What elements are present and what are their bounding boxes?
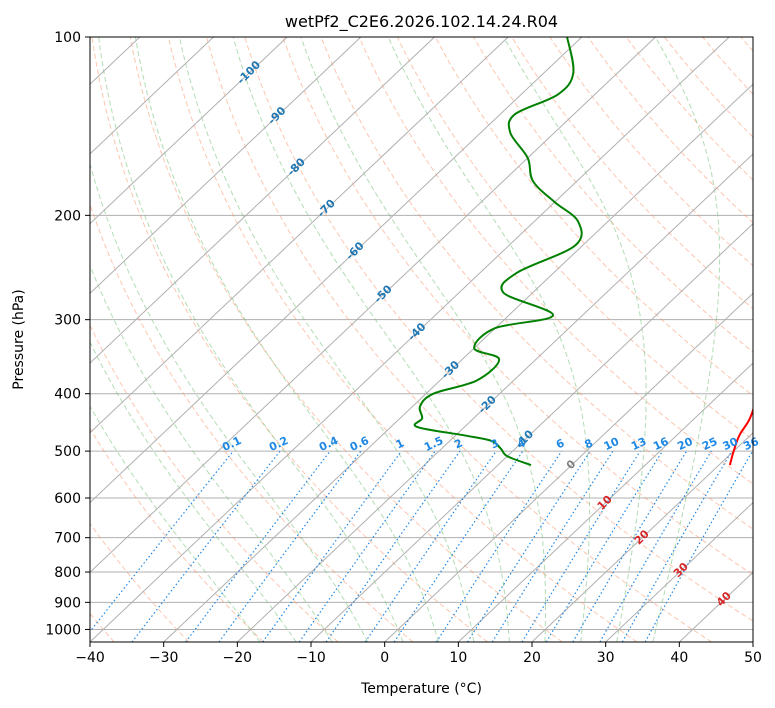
- x-tick-label: 10: [449, 650, 467, 666]
- mixing-ratio-lines: [90, 450, 753, 642]
- mixing-ratio-line-16: [545, 450, 663, 642]
- x-tick-label: −30: [149, 650, 179, 666]
- y-tick-label: 400: [54, 387, 81, 403]
- mixing-ratio-line-0.1: [90, 450, 234, 633]
- dry-adiabat-80: [358, 37, 753, 485]
- moist-adiabat-20: [300, 37, 546, 642]
- y-tick-label: 100: [54, 30, 81, 46]
- isotherm--80: [90, 37, 435, 364]
- x-tick-label: −40: [75, 650, 105, 666]
- dewpoint-profile-line: [413, 37, 583, 467]
- dry-adiabat-20: [129, 37, 563, 642]
- isotherm--20: [236, 153, 753, 642]
- x-tick-label: 20: [523, 650, 541, 666]
- y-tick-label: 900: [54, 595, 81, 611]
- dry-adiabat-120: [511, 37, 753, 310]
- mixing-ratio-line-4: [393, 450, 524, 642]
- isotherm--10: [310, 222, 753, 642]
- dry-adiabat-0: [90, 202, 414, 642]
- y-tick-label: 600: [54, 491, 81, 507]
- mixing-ratio-line-0.6: [218, 450, 362, 642]
- plot-frame: [89, 36, 754, 643]
- moist-adiabat-15: [232, 37, 510, 642]
- y-axis-label: Pressure (hPa): [11, 289, 27, 389]
- dry-adiabat-30: [167, 37, 638, 642]
- isotherm--90: [90, 37, 362, 295]
- moist-adiabat--5: [90, 162, 369, 642]
- isotherm-0: [384, 292, 753, 642]
- mixing-ratio-line-6: [435, 450, 563, 642]
- moist-adiabat--20: [90, 405, 261, 642]
- mixing-ratio-label: 36: [741, 435, 761, 453]
- mixing-ratio-line-1.5: [298, 450, 436, 642]
- isotherm-10: [457, 362, 753, 642]
- dry-adiabats: [90, 37, 753, 642]
- y-tick-label: 800: [54, 565, 81, 581]
- dry-adiabat-100: [435, 37, 753, 397]
- mixing-ratio-label: 16: [651, 435, 671, 453]
- mixing-ratio-line-36: [644, 450, 753, 642]
- isotherm--100: [90, 37, 288, 225]
- y-tick-label: 500: [54, 444, 81, 460]
- mixing-ratio-line-8: [467, 450, 591, 642]
- y-tick-label: 300: [54, 313, 81, 329]
- isotherm--110: [90, 37, 214, 155]
- chart-title: wetPf2_C2E6.2026.102.14.24.R04: [285, 12, 558, 32]
- mixing-ratio-line-1: [262, 450, 402, 642]
- isotherm--30: [163, 83, 753, 642]
- moist-adiabat-5: [134, 37, 439, 642]
- mixing-ratio-label: 13: [629, 435, 648, 453]
- dry-adiabat--20: [90, 427, 264, 642]
- moist-adiabat--10: [90, 264, 333, 642]
- x-tick-label: 50: [744, 650, 762, 666]
- mixing-ratio-line-0.4: [185, 450, 331, 642]
- x-tick-label: −10: [296, 650, 326, 666]
- moist-adiabat-25: [387, 37, 591, 642]
- x-tick-label: 0: [380, 650, 389, 666]
- moist-adiabat-10: [178, 37, 475, 642]
- y-axis-ticks: 100 200 300 400 500 600 700 800 900 1000: [45, 30, 90, 638]
- isotherms: [90, 37, 753, 642]
- mixing-ratio-line-3: [364, 450, 497, 642]
- mixing-ratio-label: 25: [700, 435, 719, 453]
- isotherm--60: [90, 37, 583, 504]
- moist-adiabat-0: [98, 37, 404, 642]
- mixing-ratio-line-13: [521, 450, 641, 642]
- y-tick-label: 1000: [45, 622, 81, 638]
- y-tick-label: 200: [54, 208, 81, 224]
- isotherm-30: [605, 501, 753, 642]
- x-tick-label: 40: [670, 650, 688, 666]
- moist-adiabat-35: [652, 37, 721, 642]
- mixing-ratio-label: 10: [602, 435, 622, 453]
- isotherm--50: [90, 37, 656, 573]
- x-tick-label: 30: [597, 650, 615, 666]
- x-axis-ticks: −40 −30 −20 −10 0 10 20 30 40 50: [75, 642, 762, 666]
- x-tick-label: −20: [223, 650, 253, 666]
- dry-adiabat-50: [244, 37, 753, 622]
- isotherm-20: [531, 432, 753, 642]
- isotherm--40: [90, 37, 730, 642]
- mixing-ratio-label: 20: [675, 435, 695, 453]
- dry-adiabat--30: [90, 522, 190, 642]
- moist-adiabat--15: [90, 341, 297, 642]
- dry-adiabat-60: [282, 37, 753, 576]
- y-tick-label: 700: [54, 531, 81, 547]
- mixing-ratio-line-2: [325, 450, 461, 642]
- isotherm--70: [90, 37, 509, 434]
- dry-adiabat-10: [91, 37, 488, 642]
- mixing-ratio-label: 30: [721, 435, 741, 453]
- x-axis-label: Temperature (°C): [360, 681, 482, 697]
